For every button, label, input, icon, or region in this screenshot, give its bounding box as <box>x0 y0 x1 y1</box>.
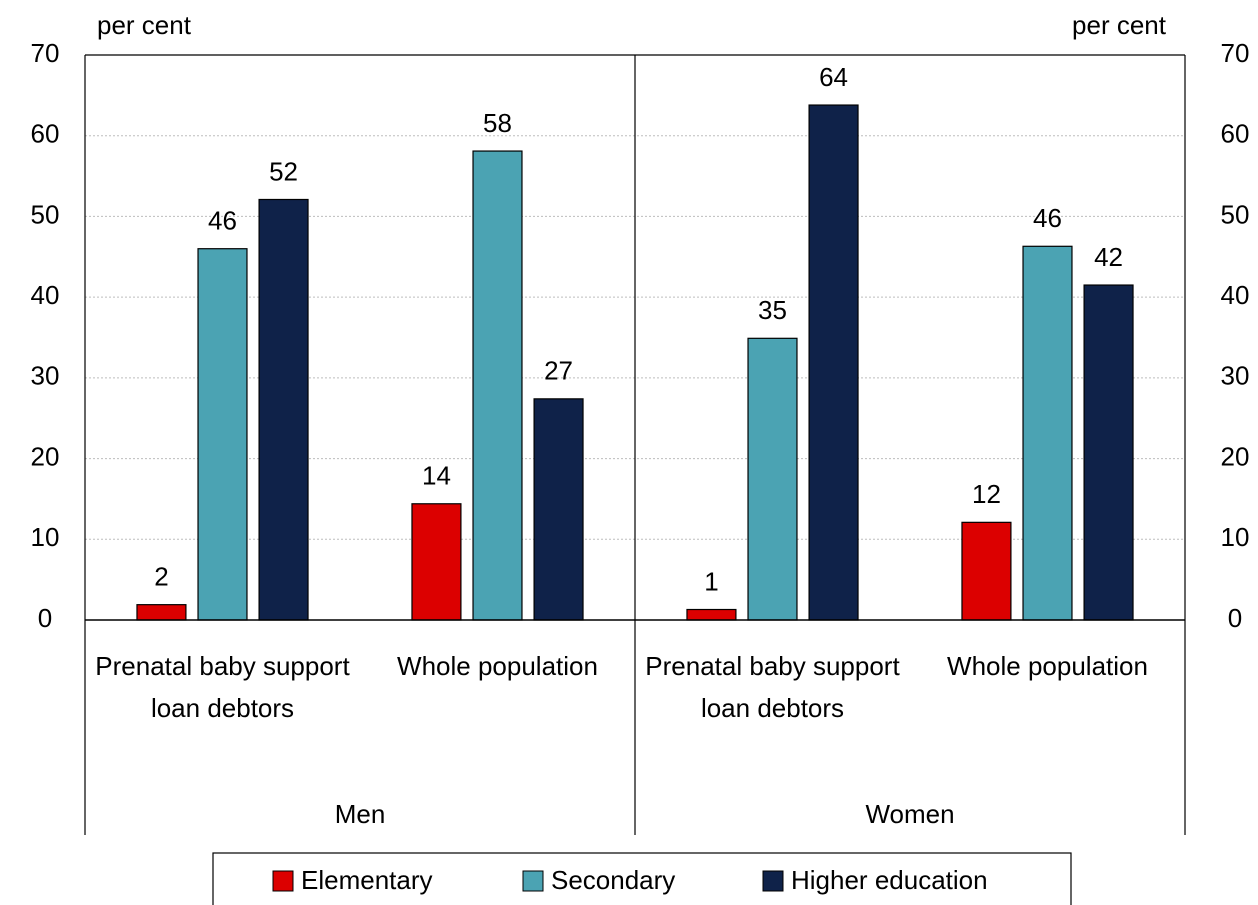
bar <box>136 604 187 621</box>
y-tick-label: 30 <box>31 361 60 391</box>
y-tick-label: 0 <box>38 603 52 633</box>
legend-swatch <box>762 870 784 892</box>
y2-tick-label: 60 <box>1221 119 1250 149</box>
bar <box>258 198 309 621</box>
y-tick-label: 50 <box>31 199 60 229</box>
data-label: 46 <box>208 206 237 236</box>
bar <box>747 337 798 621</box>
y2-tick-label: 40 <box>1221 280 1250 310</box>
y-tick-label: 40 <box>31 280 60 310</box>
bar <box>961 521 1012 621</box>
group-label: Women <box>865 799 954 829</box>
y2-tick-label: 20 <box>1221 441 1250 471</box>
bar <box>411 503 462 621</box>
data-label: 1 <box>704 566 718 596</box>
y-tick-label: 20 <box>31 441 60 471</box>
y2-tick-label: 10 <box>1221 522 1250 552</box>
y2-axis-label: per cent <box>1072 10 1167 40</box>
data-label: 58 <box>483 108 512 138</box>
y2-tick-label: 70 <box>1221 38 1250 68</box>
bar <box>472 150 523 621</box>
y-axis-label: per cent <box>97 10 192 40</box>
bar <box>533 398 584 621</box>
legend-label: Elementary <box>301 865 433 895</box>
x-tick-label: Prenatal baby support loan debtors <box>95 651 350 723</box>
bar <box>808 104 859 621</box>
bar <box>1083 284 1134 621</box>
bar <box>1022 245 1073 621</box>
legend-swatch <box>272 870 294 892</box>
group-label: Men <box>335 799 386 829</box>
data-label: 35 <box>758 295 787 325</box>
y-tick-label: 10 <box>31 522 60 552</box>
bar <box>197 248 248 621</box>
y2-tick-label: 30 <box>1221 361 1250 391</box>
x-tick-label: Whole population <box>397 651 598 681</box>
y-tick-label: 60 <box>31 119 60 149</box>
data-label: 14 <box>422 461 451 491</box>
data-label: 27 <box>544 356 573 386</box>
y2-tick-label: 0 <box>1228 603 1242 633</box>
legend-label: Higher education <box>791 865 988 895</box>
x-tick-label: Whole population <box>947 651 1148 681</box>
x-tick-label: Prenatal baby support loan debtors <box>645 651 900 723</box>
data-label: 12 <box>972 479 1001 509</box>
data-label: 52 <box>269 156 298 186</box>
data-label: 64 <box>819 62 848 92</box>
data-label: 46 <box>1033 203 1062 233</box>
legend-box <box>212 852 1072 905</box>
y-tick-label: 70 <box>31 38 60 68</box>
legend-swatch <box>522 870 544 892</box>
legend-label: Secondary <box>551 865 675 895</box>
data-label: 2 <box>154 562 168 592</box>
y2-tick-label: 50 <box>1221 199 1250 229</box>
data-label: 42 <box>1094 242 1123 272</box>
bar <box>686 608 737 621</box>
